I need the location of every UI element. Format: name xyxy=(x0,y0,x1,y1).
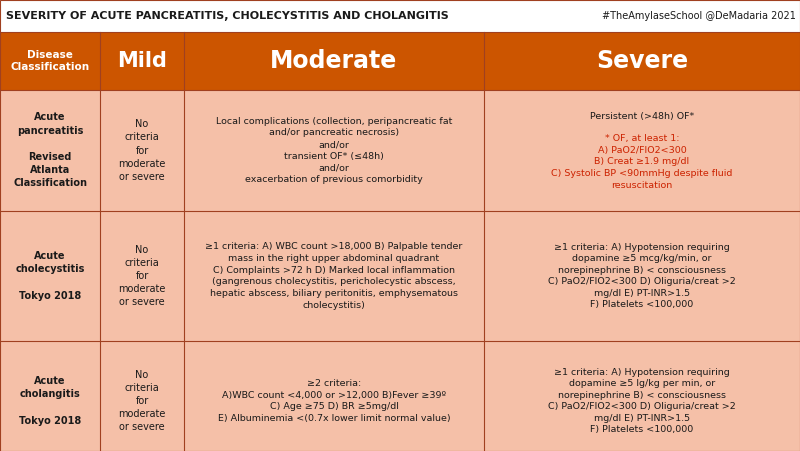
Text: A) PaO2/FIO2<300: A) PaO2/FIO2<300 xyxy=(598,146,686,155)
Text: ≥1 criteria: A) Hypotension requiring: ≥1 criteria: A) Hypotension requiring xyxy=(554,243,730,252)
Text: Acute
cholecystitis

Tokyo 2018: Acute cholecystitis Tokyo 2018 xyxy=(15,251,85,301)
Text: Severe: Severe xyxy=(596,49,688,73)
Text: C) PaO2/FIO2<300 D) Oliguria/creat >2: C) PaO2/FIO2<300 D) Oliguria/creat >2 xyxy=(548,277,736,286)
Text: No
criteria
for
moderate
or severe: No criteria for moderate or severe xyxy=(118,119,166,182)
Text: dopamine ≥5 lg/kg per min, or: dopamine ≥5 lg/kg per min, or xyxy=(569,379,715,388)
Text: No
criteria
for
moderate
or severe: No criteria for moderate or severe xyxy=(118,244,166,308)
Bar xyxy=(0,341,800,451)
Text: ≥1 criteria: A) Hypotension requiring: ≥1 criteria: A) Hypotension requiring xyxy=(554,368,730,377)
Text: C) Systolic BP <90mmHg despite fluid: C) Systolic BP <90mmHg despite fluid xyxy=(551,169,733,178)
Text: norepinephrine B) < consciousness: norepinephrine B) < consciousness xyxy=(558,266,726,275)
Text: B) Creat ≥1.9 mg/dl: B) Creat ≥1.9 mg/dl xyxy=(594,157,690,166)
Text: Acute
pancreatitis

Revised
Atlanta
Classification: Acute pancreatitis Revised Atlanta Class… xyxy=(13,112,87,189)
Text: #TheAmylaseSchool @DeMadaria 2021: #TheAmylaseSchool @DeMadaria 2021 xyxy=(602,11,796,21)
Text: * OF, at least 1:: * OF, at least 1: xyxy=(605,134,679,143)
Text: Moderate: Moderate xyxy=(270,49,398,73)
Text: mg/dl E) PT-INR>1.5: mg/dl E) PT-INR>1.5 xyxy=(594,289,690,298)
Text: F) Platelets <100,000: F) Platelets <100,000 xyxy=(590,425,694,434)
Text: Mild: Mild xyxy=(117,51,167,71)
Text: ≥1 criteria: A) WBC count >18,000 B) Palpable tender
mass in the right upper abd: ≥1 criteria: A) WBC count >18,000 B) Pal… xyxy=(206,242,462,310)
Text: Acute
cholangitis

Tokyo 2018: Acute cholangitis Tokyo 2018 xyxy=(19,376,81,426)
Bar xyxy=(0,90,800,211)
Text: ≥2 criteria:
A)WBC count <4,000 or >12,000 B)Fever ≥39º
C) Age ≥75 D) BR ≥5mg/dl: ≥2 criteria: A)WBC count <4,000 or >12,0… xyxy=(218,379,450,423)
Text: Local complications (collection, peripancreatic fat
and/or pancreatic necrosis)
: Local complications (collection, peripan… xyxy=(216,116,452,184)
Text: mg/dl E) PT-INR>1.5: mg/dl E) PT-INR>1.5 xyxy=(594,414,690,423)
Bar xyxy=(0,0,800,32)
Text: No
criteria
for
moderate
or severe: No criteria for moderate or severe xyxy=(118,370,166,433)
Text: F) Platelets <100,000: F) Platelets <100,000 xyxy=(590,300,694,309)
Text: SEVERITY OF ACUTE PANCREATITIS, CHOLECYSTITIS AND CHOLANGITIS: SEVERITY OF ACUTE PANCREATITIS, CHOLECYS… xyxy=(6,11,449,21)
Text: dopamine ≥5 mcg/kg/min, or: dopamine ≥5 mcg/kg/min, or xyxy=(572,254,712,263)
Bar xyxy=(0,211,800,341)
Text: resuscitation: resuscitation xyxy=(611,180,673,189)
Bar xyxy=(0,32,800,90)
Text: norepinephrine B) < consciousness: norepinephrine B) < consciousness xyxy=(558,391,726,400)
Text: Disease
Classification: Disease Classification xyxy=(10,50,90,72)
Text: Persistent (>48h) OF*: Persistent (>48h) OF* xyxy=(590,111,694,120)
Text: C) PaO2/FIO2<300 D) Oliguria/creat >2: C) PaO2/FIO2<300 D) Oliguria/creat >2 xyxy=(548,402,736,411)
